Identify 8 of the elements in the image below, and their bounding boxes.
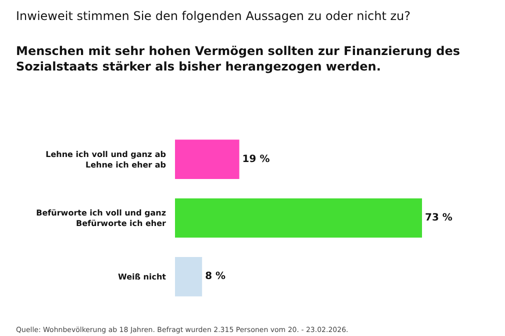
chart-subtitle: Inwieweit stimmen Sie den folgenden Aussagen zu oder nicht zu? [16,9,411,23]
data-label: 73 % [425,212,452,224]
y-tick-label: Weiß nicht [118,272,166,282]
data-label: 8 % [205,271,226,282]
y-tick-label: Befürworte ich voll und ganz Befürworte ich eher [36,208,166,228]
chart-title: Menschen mit sehr hohen Vermögen sollten zur Finanzierung des Sozialstaats stärker als bisher herangezogen werden. [16,44,460,74]
y-tick-label: Lehne ich voll und ganz ab Lehne ich eher ab [46,150,166,170]
data-label: 19 % [242,154,270,165]
